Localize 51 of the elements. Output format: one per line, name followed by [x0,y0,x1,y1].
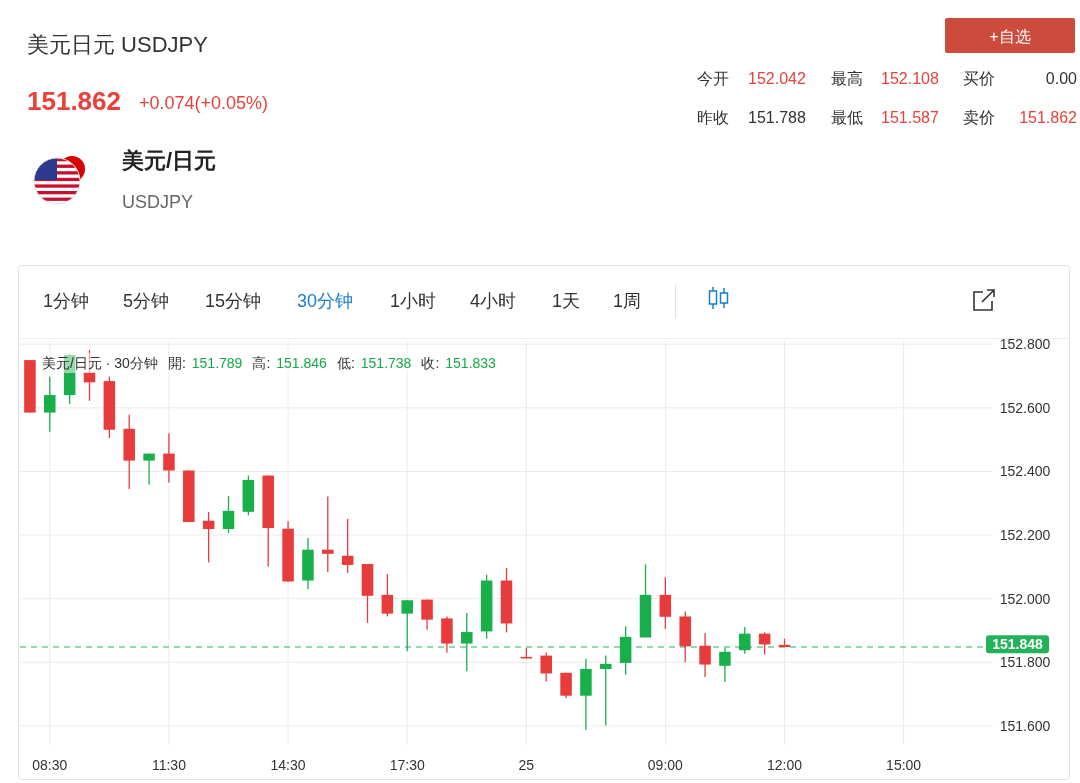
x-tick-label: 14:30 [270,757,306,773]
x-tick-label: 11:30 [151,757,187,773]
text: 1分钟 [43,291,90,311]
text: 4小时 [470,291,517,311]
text: 美元/日元 [121,148,217,173]
annotation: 低: [336,355,355,371]
annotation: 151.789 [191,355,243,371]
text: 1天 [552,291,581,311]
text: 151.862 [1019,109,1078,126]
y-tick-label: 151.800 [999,654,1051,671]
text: 0.00 [1045,70,1078,87]
y-tick-label: 152.400 [999,463,1051,480]
text: 15分钟 [205,291,262,311]
x-tick-label: 08:30 [32,757,68,773]
text: +自选 [989,28,1031,45]
text: 最高 [831,70,863,87]
text: 昨收 [697,109,729,126]
text: 151.788 [748,109,806,126]
text: 152.042 [748,70,806,87]
x-tick-label: 09:00 [647,757,684,773]
text: 1周 [613,291,642,311]
text: 5分钟 [123,291,170,311]
ref-line-label: 151.848 [992,636,1044,653]
y-tick-label: 152.000 [999,590,1051,607]
subtitle: 151.862 [27,86,121,116]
annotation: 收: [421,355,440,371]
x-tick-label: 12:00 [766,757,803,773]
y-tick-label: 151.600 [999,717,1051,734]
annotation: 開: [167,355,186,371]
text: 151.587 [881,109,939,126]
text: 买价 [963,70,995,87]
x-tick-label: 15:00 [886,757,922,773]
annotation: 151.833 [445,355,497,371]
text: 今开 [697,70,729,87]
x-tick-label: 25 [518,757,535,773]
y-tick-label: 152.800 [999,336,1051,353]
annotation: 151.738 [360,355,412,371]
y-tick-label: 152.600 [999,399,1051,416]
text: 卖价 [963,109,995,126]
title: 美元日元 USDJPY [27,32,208,57]
annotation: 151.846 [276,355,328,371]
y-tick-label: 152.200 [999,527,1051,544]
annotation: 高: [252,355,271,371]
annotation: 美元/日元 · 30分钟 [42,355,158,371]
x-tick-label: 17:30 [389,757,425,773]
text: USDJPY [122,192,194,212]
text: +0.074(+0.05%) [139,93,269,113]
text: 30分钟 [297,291,354,311]
text: 152.108 [881,70,939,87]
text: 最低 [831,109,863,126]
text: 1小时 [390,291,437,311]
